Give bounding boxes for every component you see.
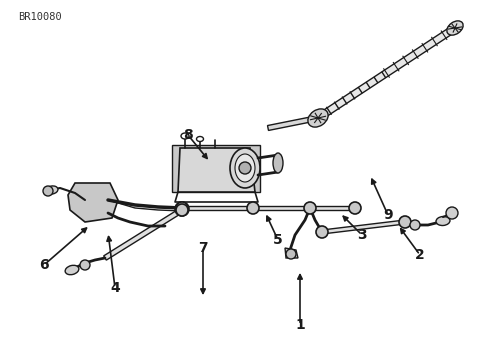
Text: 3: 3 [357,228,367,242]
Circle shape [304,202,316,214]
Circle shape [43,186,53,196]
Text: 2: 2 [415,248,425,262]
Ellipse shape [65,265,79,275]
Circle shape [399,216,411,228]
Ellipse shape [308,109,328,127]
Polygon shape [172,145,260,192]
Polygon shape [68,183,118,222]
Polygon shape [268,116,318,130]
Circle shape [410,220,420,230]
Text: 6: 6 [39,258,49,272]
Text: 7: 7 [198,241,208,255]
Ellipse shape [196,136,203,141]
Ellipse shape [447,21,463,35]
Circle shape [446,207,458,219]
Circle shape [175,202,189,216]
Ellipse shape [181,133,189,139]
Circle shape [176,202,188,214]
Polygon shape [182,206,355,210]
Text: 9: 9 [383,208,393,222]
Circle shape [176,204,188,216]
Text: 1: 1 [295,318,305,332]
Polygon shape [285,248,298,258]
Ellipse shape [273,153,283,173]
Ellipse shape [230,148,260,188]
Circle shape [286,249,296,259]
Polygon shape [178,148,255,192]
Ellipse shape [436,216,450,225]
Text: 8: 8 [183,128,193,142]
Circle shape [316,226,328,238]
Ellipse shape [46,186,58,194]
Text: BR10080: BR10080 [18,12,62,22]
Circle shape [247,202,259,214]
Text: 4: 4 [110,281,120,295]
Polygon shape [104,208,183,260]
Circle shape [349,202,361,214]
Polygon shape [316,25,457,121]
Text: 5: 5 [273,233,283,247]
Polygon shape [322,220,405,234]
Circle shape [80,260,90,270]
Circle shape [239,162,251,174]
Ellipse shape [235,154,255,182]
